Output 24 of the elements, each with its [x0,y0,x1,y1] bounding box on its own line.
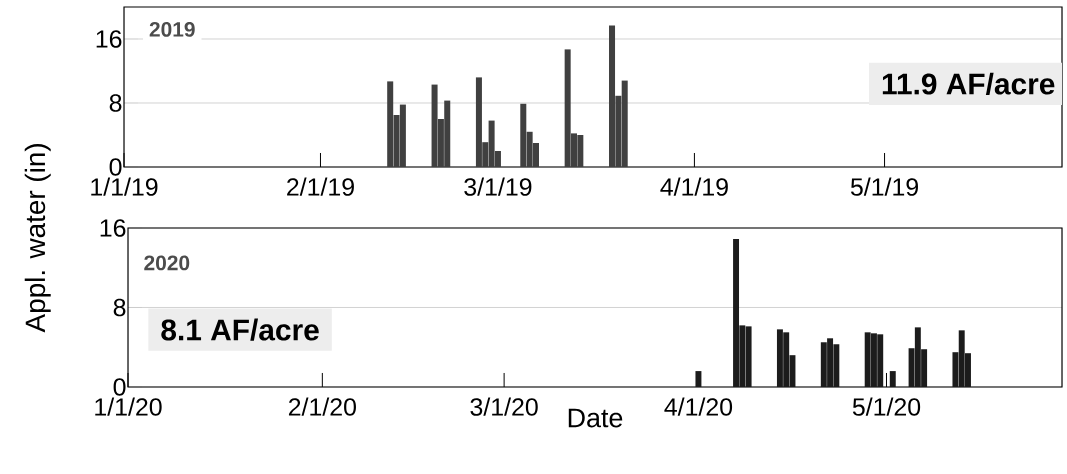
x-tick-label: 3/1/19 [464,177,532,196]
y-tick-label: 0 [109,158,122,176]
x-tick-label: 5/1/20 [852,397,921,416]
y-tick-label: 16 [100,219,126,237]
annotation: 2020 [144,255,190,271]
y-tick-label: 8 [113,298,126,317]
x-tick-label: 2/1/19 [287,177,354,196]
y-tick-label: 8 [109,94,122,112]
x-tick-label: 1/1/20 [95,397,162,416]
annotation: 8.1 AF/acre [161,318,319,341]
x-tick-label: 4/1/20 [664,397,733,416]
y-axis-title: Appl. water (in) [24,144,51,333]
y-tick-label: 0 [113,378,126,396]
x-tick-label: 3/1/20 [470,397,538,416]
bar [889,371,896,387]
x-tick-label: 1/1/19 [91,177,158,196]
x-tick-label: 4/1/19 [660,177,728,196]
bar [695,371,702,387]
x-axis-title: Date [568,408,623,428]
x-tick-label: 2/1/20 [288,397,356,416]
annotation: 2019 [149,21,195,37]
annotation: 11.9 AF/acre [882,72,1055,95]
x-tick-label: 5/1/19 [850,177,918,196]
y-tick-label: 16 [96,30,122,48]
